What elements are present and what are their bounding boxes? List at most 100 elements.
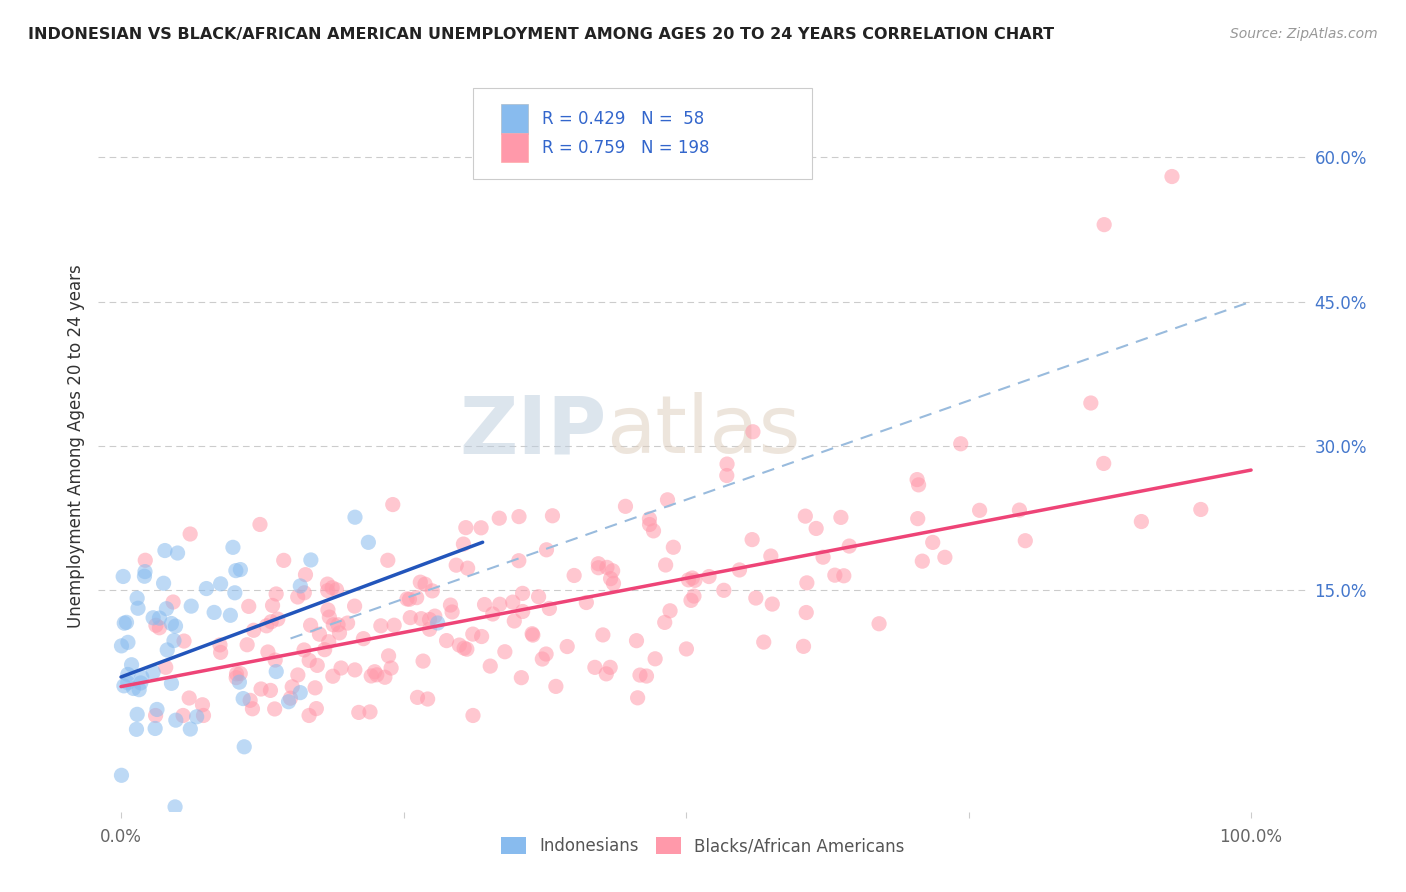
Point <box>263 702 285 716</box>
Point <box>405 591 427 605</box>
Point <box>1014 533 1036 548</box>
Point <box>281 680 304 694</box>
Point <box>838 539 860 553</box>
Legend: Indonesians, Blacks/African Americans: Indonesians, Blacks/African Americans <box>495 830 911 862</box>
Point <box>307 658 329 673</box>
Point <box>453 641 475 656</box>
Text: R = 0.759   N = 198: R = 0.759 N = 198 <box>543 138 710 157</box>
Point <box>228 675 250 690</box>
Point <box>794 509 817 524</box>
Text: Source: ZipAtlas.com: Source: ZipAtlas.com <box>1230 27 1378 41</box>
Point <box>1008 503 1031 517</box>
Point <box>761 597 783 611</box>
Point <box>208 638 231 652</box>
Point <box>741 533 763 547</box>
Point <box>643 524 665 538</box>
Point <box>290 685 312 699</box>
Point <box>316 583 339 598</box>
Point <box>294 567 316 582</box>
Point <box>229 666 252 681</box>
Point <box>420 583 443 598</box>
Point <box>343 599 366 614</box>
Point <box>905 473 928 487</box>
Point <box>534 647 557 661</box>
Point <box>713 583 735 598</box>
Point <box>470 521 492 535</box>
Point <box>352 632 374 646</box>
Point <box>418 613 440 627</box>
Point <box>121 657 143 672</box>
Point <box>160 676 183 690</box>
Point <box>454 521 477 535</box>
Point <box>381 498 404 512</box>
Point <box>662 541 685 555</box>
Point <box>555 640 578 654</box>
Point <box>239 693 262 707</box>
Point <box>148 611 170 625</box>
Point <box>575 595 598 609</box>
Point <box>654 558 676 572</box>
Point <box>267 612 290 626</box>
Point <box>934 550 956 565</box>
Point <box>562 568 585 582</box>
Point <box>380 661 402 675</box>
Point <box>127 601 149 615</box>
Point <box>599 572 621 586</box>
Point <box>374 670 396 684</box>
Point <box>644 652 666 666</box>
Point <box>413 577 436 591</box>
Point <box>122 681 145 696</box>
Point <box>142 665 165 680</box>
Point <box>179 722 201 736</box>
Point <box>229 563 252 577</box>
Point <box>225 564 247 578</box>
Point <box>155 601 177 615</box>
Point <box>318 610 340 624</box>
Point <box>357 535 380 549</box>
Point <box>527 590 550 604</box>
Point <box>224 586 246 600</box>
Point <box>134 553 156 567</box>
Point <box>382 618 405 632</box>
Point <box>494 645 516 659</box>
Point <box>439 598 461 612</box>
Point <box>321 581 343 595</box>
Point <box>588 560 610 574</box>
Point <box>681 571 703 585</box>
Point <box>256 619 278 633</box>
Point <box>824 568 846 582</box>
Point <box>510 671 533 685</box>
Point <box>969 503 991 517</box>
Text: INDONESIAN VS BLACK/AFRICAN AMERICAN UNEMPLOYMENT AMONG AGES 20 TO 24 YEARS CORR: INDONESIAN VS BLACK/AFRICAN AMERICAN UNE… <box>28 27 1054 42</box>
Point <box>326 617 349 632</box>
Point <box>262 599 284 613</box>
Point <box>162 595 184 609</box>
Point <box>626 633 648 648</box>
Point <box>398 592 420 607</box>
Point <box>131 670 153 684</box>
Point <box>316 577 339 591</box>
Point <box>330 661 353 675</box>
Point <box>259 683 281 698</box>
Point <box>583 660 606 674</box>
Point <box>264 653 287 667</box>
Point <box>544 679 567 693</box>
Point <box>366 668 388 682</box>
Point <box>257 645 280 659</box>
Point <box>347 706 370 720</box>
Point <box>343 510 366 524</box>
Point <box>179 527 201 541</box>
Point <box>316 603 339 617</box>
Point <box>377 553 399 567</box>
Point <box>804 521 827 535</box>
Point <box>152 576 174 591</box>
Point <box>370 619 392 633</box>
Point <box>654 615 676 630</box>
Point <box>503 614 526 628</box>
Point <box>195 582 218 596</box>
Point <box>127 707 149 722</box>
Point <box>153 543 176 558</box>
Point <box>444 558 467 573</box>
FancyBboxPatch shape <box>474 87 811 179</box>
Point <box>156 643 179 657</box>
